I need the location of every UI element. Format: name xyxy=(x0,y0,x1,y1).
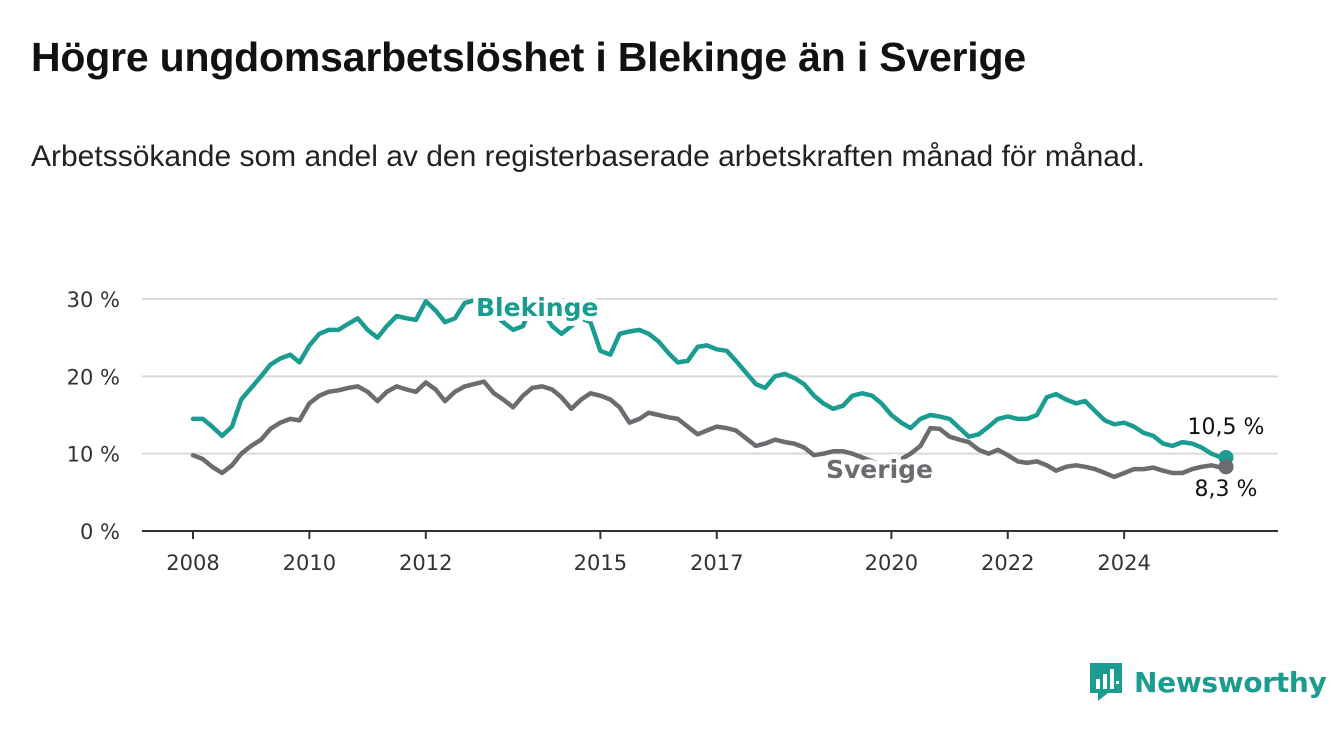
newsworthy-bar-chart-icon xyxy=(1090,663,1122,701)
series-line-blekinge xyxy=(190,292,1229,460)
series-label-blekinge: Blekinge xyxy=(476,293,598,322)
series-line-sverige xyxy=(190,379,1229,480)
y-tick-label: 30 % xyxy=(67,288,120,312)
x-tick-label: 2022 xyxy=(981,551,1034,575)
series-layer xyxy=(190,292,1234,480)
logo-text: Newsworthy xyxy=(1134,665,1327,699)
x-tick-label: 2008 xyxy=(166,551,219,575)
x-tick-label: 2020 xyxy=(865,551,918,575)
x-tick-label: 2010 xyxy=(283,551,336,575)
x-tick-label: 2015 xyxy=(574,551,627,575)
x-tick-label: 2012 xyxy=(399,551,452,575)
y-tick-label: 10 % xyxy=(67,443,120,467)
y-tick-label: 0 % xyxy=(80,520,120,544)
chart-subtitle: Arbetssökande som andel av den registerb… xyxy=(31,140,1145,173)
grid-layer xyxy=(142,298,1278,539)
label-layer: 0 % 10 % 20 % 30 % 2008 2010 2012 2015 2017 2020 2… xyxy=(67,288,1265,575)
series-label-sverige: Sverige xyxy=(826,455,933,484)
x-tick-label: 2017 xyxy=(690,551,743,575)
series-end-dot-sverige xyxy=(1218,459,1234,475)
line-chart: 0 % 10 % 20 % 30 % 2008 2010 2012 2015 2017 2020 2… xyxy=(67,288,1278,575)
chart-title: Högre ungdomsarbetslöshet i Blekinge än … xyxy=(31,34,1026,80)
end-value-label-sverige: 8,3 % xyxy=(1195,477,1258,502)
y-tick-label: 20 % xyxy=(67,365,120,389)
x-tick-label: 2024 xyxy=(1097,551,1150,575)
newsworthy-logo: Newsworthy xyxy=(1088,660,1327,704)
end-value-label-blekinge: 10,5 % xyxy=(1188,415,1265,440)
